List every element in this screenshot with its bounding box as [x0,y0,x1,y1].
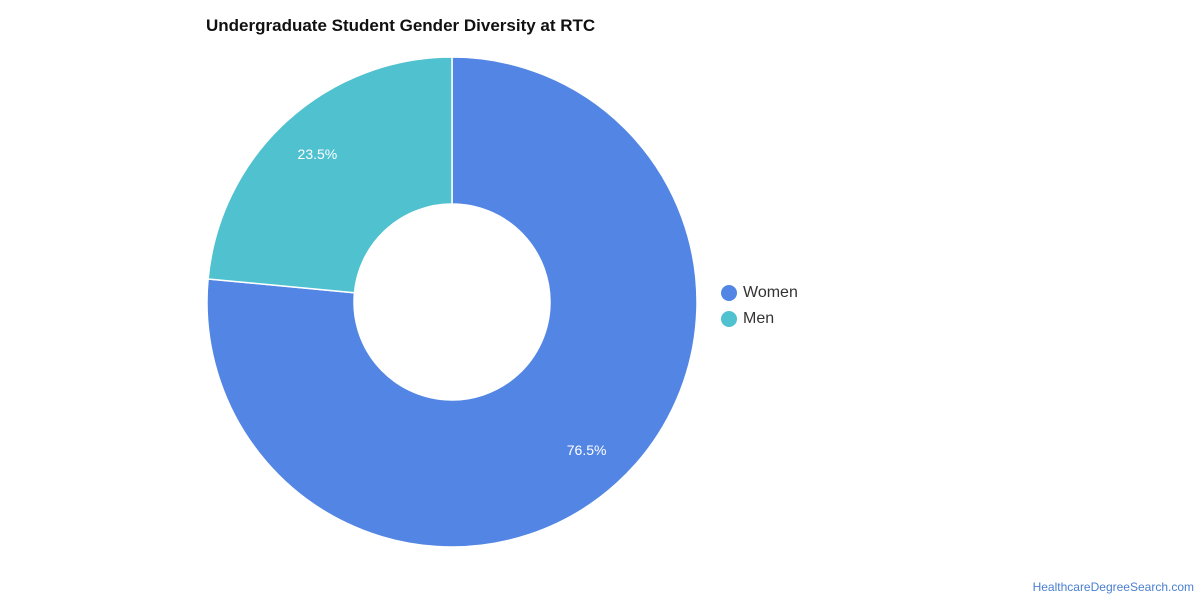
slice-women[interactable] [206,56,698,548]
legend-item-women[interactable]: Women [721,280,798,306]
chart-title: Undergraduate Student Gender Diversity a… [206,16,596,35]
legend-label-women: Women [743,284,798,301]
slice-men[interactable] [207,56,453,294]
legend-label-men: Men [743,310,775,327]
chart-legend: Women Men [721,280,798,332]
legend-swatch-women [721,285,737,301]
slice-label-women: 76.5% [567,442,607,458]
legend-swatch-men [721,311,737,327]
legend-item-men[interactable]: Men [721,306,798,332]
source-credit-link[interactable]: HealthcareDegreeSearch.com [1032,580,1194,594]
chart-slice-labels: 76.5% 23.5% [298,146,607,458]
chart-slices [206,56,698,548]
slice-label-men: 23.5% [298,146,338,162]
